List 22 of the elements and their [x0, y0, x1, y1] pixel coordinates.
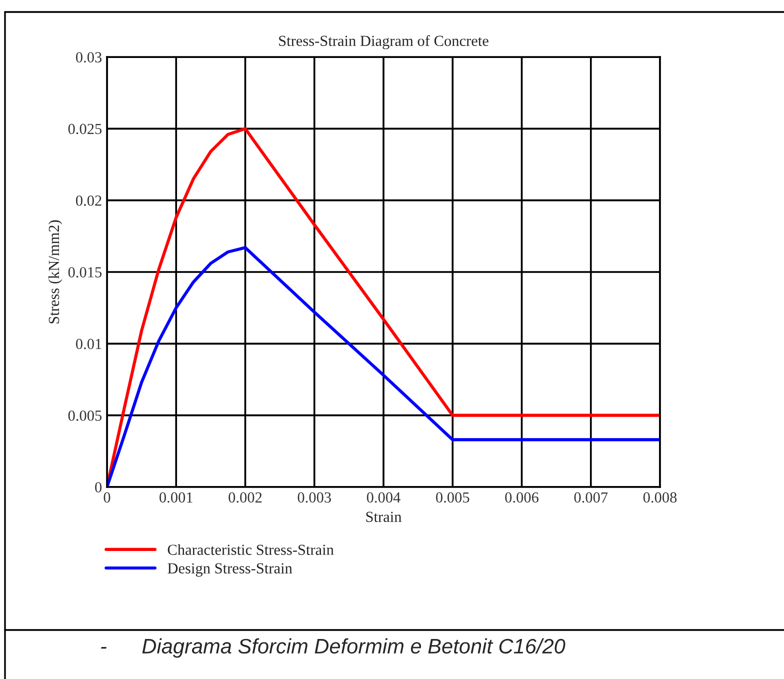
x-tick-label: 0.007 [574, 492, 608, 503]
x-tick-label: 0 [104, 492, 110, 503]
x-tick-label: 0.004 [366, 492, 400, 503]
y-tick-label: 0 [95, 482, 102, 492]
x-axis-title: Strain [366, 512, 402, 522]
y-tick-label: 0.005 [68, 410, 102, 421]
x-tick-label: 0.003 [298, 492, 331, 503]
x-tick-label: 0.008 [643, 492, 677, 503]
y-tick-label: 0.01 [76, 338, 102, 350]
x-tick-label: 0.002 [228, 492, 262, 503]
legend-label: Design Stress-Strain [168, 563, 292, 577]
y-tick-label: 0.03 [76, 52, 102, 63]
chart-title: Stress-Strain Diagram of Concrete [279, 35, 488, 50]
y-tick-label: 0.025 [68, 124, 102, 134]
text: - Diagrama Sforcim Deformim e Betonit C16/20 [101, 638, 566, 658]
x-tick-label: 0.006 [505, 492, 538, 503]
x-tick-label: 0.005 [436, 492, 470, 503]
legend-label: Characteristic Stress-Strain [168, 544, 334, 555]
x-tick-label: 0.001 [160, 492, 192, 503]
y-axis-title: Stress (kN/mm2) [48, 220, 62, 324]
y-tick-label: 0.02 [76, 195, 102, 206]
y-tick-label: 0.015 [68, 267, 102, 278]
